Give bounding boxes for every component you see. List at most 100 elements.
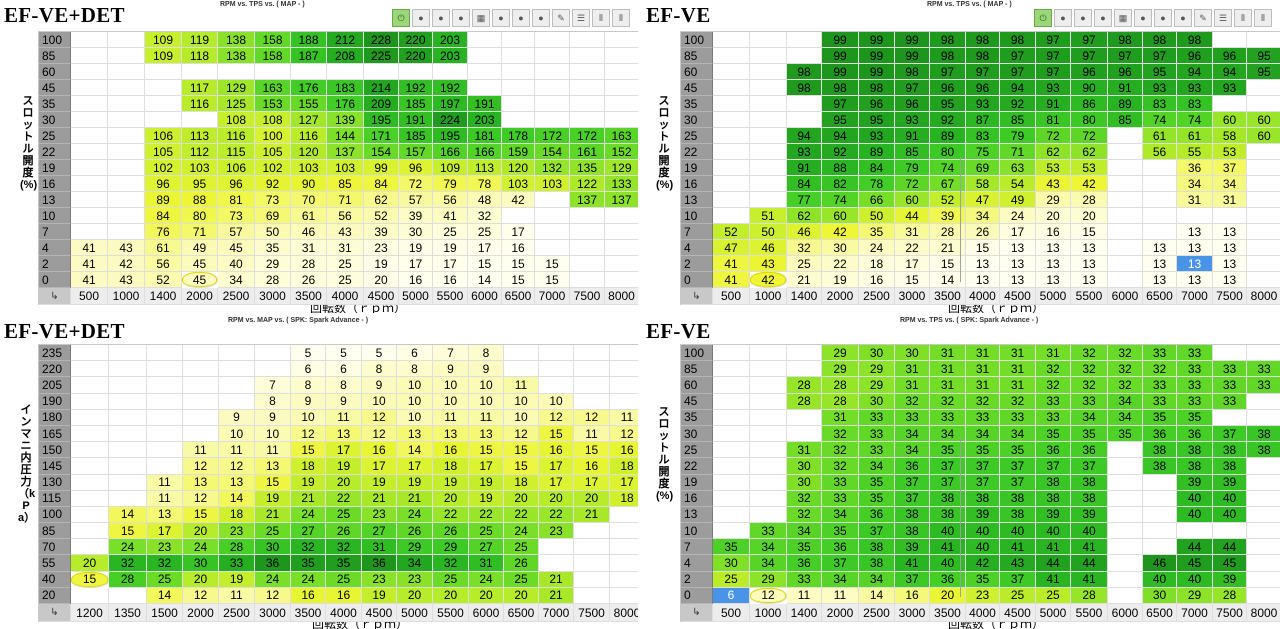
table-cell[interactable] <box>108 80 145 96</box>
table-cell[interactable]: 25 <box>713 571 750 588</box>
table-cell[interactable]: 38 <box>930 490 966 507</box>
table-cell[interactable]: 78 <box>468 176 502 192</box>
table-cell[interactable]: 26 <box>433 523 469 540</box>
table-cell[interactable]: 38 <box>1247 442 1280 459</box>
table-cell[interactable]: 99 <box>859 64 895 80</box>
table-cell[interactable]: 105 <box>255 144 291 160</box>
table-cell[interactable]: 41 <box>71 272 108 288</box>
table-cell[interactable]: 95 <box>1143 64 1177 80</box>
table-cell[interactable]: 25 <box>326 506 362 524</box>
table-cell[interactable]: 116 <box>291 128 327 144</box>
table-cell[interactable]: 34 <box>895 425 930 443</box>
table-cell[interactable]: 28 <box>1071 587 1108 604</box>
table-cell[interactable] <box>183 393 219 410</box>
table-cell[interactable] <box>1213 32 1247 48</box>
table-cell[interactable] <box>1177 208 1213 224</box>
table-cell[interactable]: 40 <box>966 539 1000 556</box>
table-cell[interactable]: 41 <box>713 256 750 272</box>
table-cell[interactable]: 183 <box>327 80 364 96</box>
table-cell[interactable] <box>610 345 638 362</box>
table-cell[interactable]: 27 <box>362 523 397 540</box>
table-cell[interactable]: 10 <box>469 393 504 410</box>
table-cell[interactable]: 40 <box>1213 490 1247 507</box>
table-cell[interactable]: 42 <box>750 272 787 288</box>
table-cell[interactable]: 10 <box>433 377 469 394</box>
table-cell[interactable]: 9 <box>469 361 504 378</box>
table-cell[interactable]: 25 <box>326 571 362 588</box>
table-cell[interactable]: 16 <box>433 442 469 459</box>
table-cell[interactable]: 35 <box>291 555 326 572</box>
table-cell[interactable]: 76 <box>145 224 182 240</box>
table-cell[interactable]: 99 <box>822 48 859 64</box>
table-cell[interactable]: 16 <box>574 458 610 475</box>
table-cell[interactable]: 163 <box>605 128 638 144</box>
table-cell[interactable]: 38 <box>1143 458 1177 475</box>
table-cell[interactable]: 97 <box>966 64 1000 80</box>
table-cell[interactable] <box>750 112 787 128</box>
dot-icon[interactable]: ● <box>1174 9 1192 27</box>
table-cell[interactable]: 17 <box>399 256 433 272</box>
table-cell[interactable]: 158 <box>255 48 291 64</box>
table-cell[interactable]: 21 <box>362 490 397 507</box>
table-cell[interactable] <box>71 490 109 507</box>
table-cell[interactable]: 39 <box>895 539 930 556</box>
table-cell[interactable]: 19 <box>433 240 468 256</box>
table-cell[interactable] <box>570 96 605 112</box>
table-cell[interactable]: 28 <box>291 256 327 272</box>
table-cell[interactable] <box>713 442 750 459</box>
table-cell[interactable] <box>713 80 750 96</box>
table-cell[interactable]: 50 <box>255 224 291 240</box>
table-cell[interactable]: 19 <box>364 256 399 272</box>
table-cell[interactable]: 53 <box>1213 144 1247 160</box>
table-cell[interactable]: 13 <box>966 272 1000 288</box>
table-cell[interactable]: 69 <box>255 208 291 224</box>
table-cell[interactable]: 31 <box>1213 192 1247 208</box>
table-cell[interactable]: 13 <box>397 425 433 443</box>
table-cell[interactable]: 40 <box>1000 523 1036 540</box>
table-cell[interactable]: 31 <box>822 409 859 426</box>
table-cell[interactable] <box>108 112 145 128</box>
table-cell[interactable]: 98 <box>787 64 822 80</box>
table-cell[interactable] <box>219 377 255 394</box>
table-cell[interactable]: 30 <box>713 555 750 572</box>
table-cell[interactable] <box>1143 176 1177 192</box>
table-cell[interactable] <box>147 345 183 362</box>
table-cell[interactable]: 32 <box>787 490 822 507</box>
table-cell[interactable]: 214 <box>364 80 399 96</box>
table-cell[interactable]: 9 <box>219 409 255 426</box>
table-cell[interactable]: 26 <box>326 523 362 540</box>
table-cell[interactable]: 10 <box>219 425 255 443</box>
table-cell[interactable]: 176 <box>291 80 327 96</box>
table-cell[interactable]: 228 <box>364 32 399 48</box>
table-cell[interactable] <box>364 64 399 80</box>
table-cell[interactable]: 17 <box>362 458 397 475</box>
table-cell[interactable]: 20 <box>183 571 219 588</box>
bars-icon[interactable]: ⦀ <box>592 9 610 27</box>
table-cell[interactable] <box>1108 144 1143 160</box>
grid-icon[interactable]: ▦ <box>472 9 490 27</box>
table-cell[interactable]: 24 <box>397 506 433 524</box>
table-cell[interactable]: 60 <box>1247 128 1280 144</box>
table-cell[interactable]: 32 <box>787 506 822 524</box>
table-cell[interactable]: 93 <box>859 128 895 144</box>
table-cell[interactable]: 11 <box>433 409 469 426</box>
table-cell[interactable]: 38 <box>1143 442 1177 459</box>
table-cell[interactable]: 33 <box>1247 361 1280 378</box>
table-cell[interactable]: 21 <box>291 490 326 507</box>
table-cell[interactable]: 93 <box>1143 80 1177 96</box>
table-cell[interactable]: 119 <box>182 32 218 48</box>
table-cell[interactable]: 89 <box>859 144 895 160</box>
table-cell[interactable] <box>750 80 787 96</box>
table-cell[interactable] <box>71 112 108 128</box>
table-cell[interactable]: 80 <box>1071 112 1108 128</box>
table-cell[interactable] <box>1143 192 1177 208</box>
table-cell[interactable]: 43 <box>108 240 145 256</box>
table-cell[interactable]: 35 <box>1108 425 1143 443</box>
table-cell[interactable]: 97 <box>930 64 966 80</box>
table-cell[interactable]: 35 <box>255 240 291 256</box>
table-cell[interactable]: 98 <box>859 80 895 96</box>
table-cell[interactable]: 33 <box>219 555 255 572</box>
table-cell[interactable]: 37 <box>1071 458 1108 475</box>
table-cell[interactable]: 32 <box>1108 345 1143 362</box>
table-cell[interactable] <box>713 523 750 540</box>
